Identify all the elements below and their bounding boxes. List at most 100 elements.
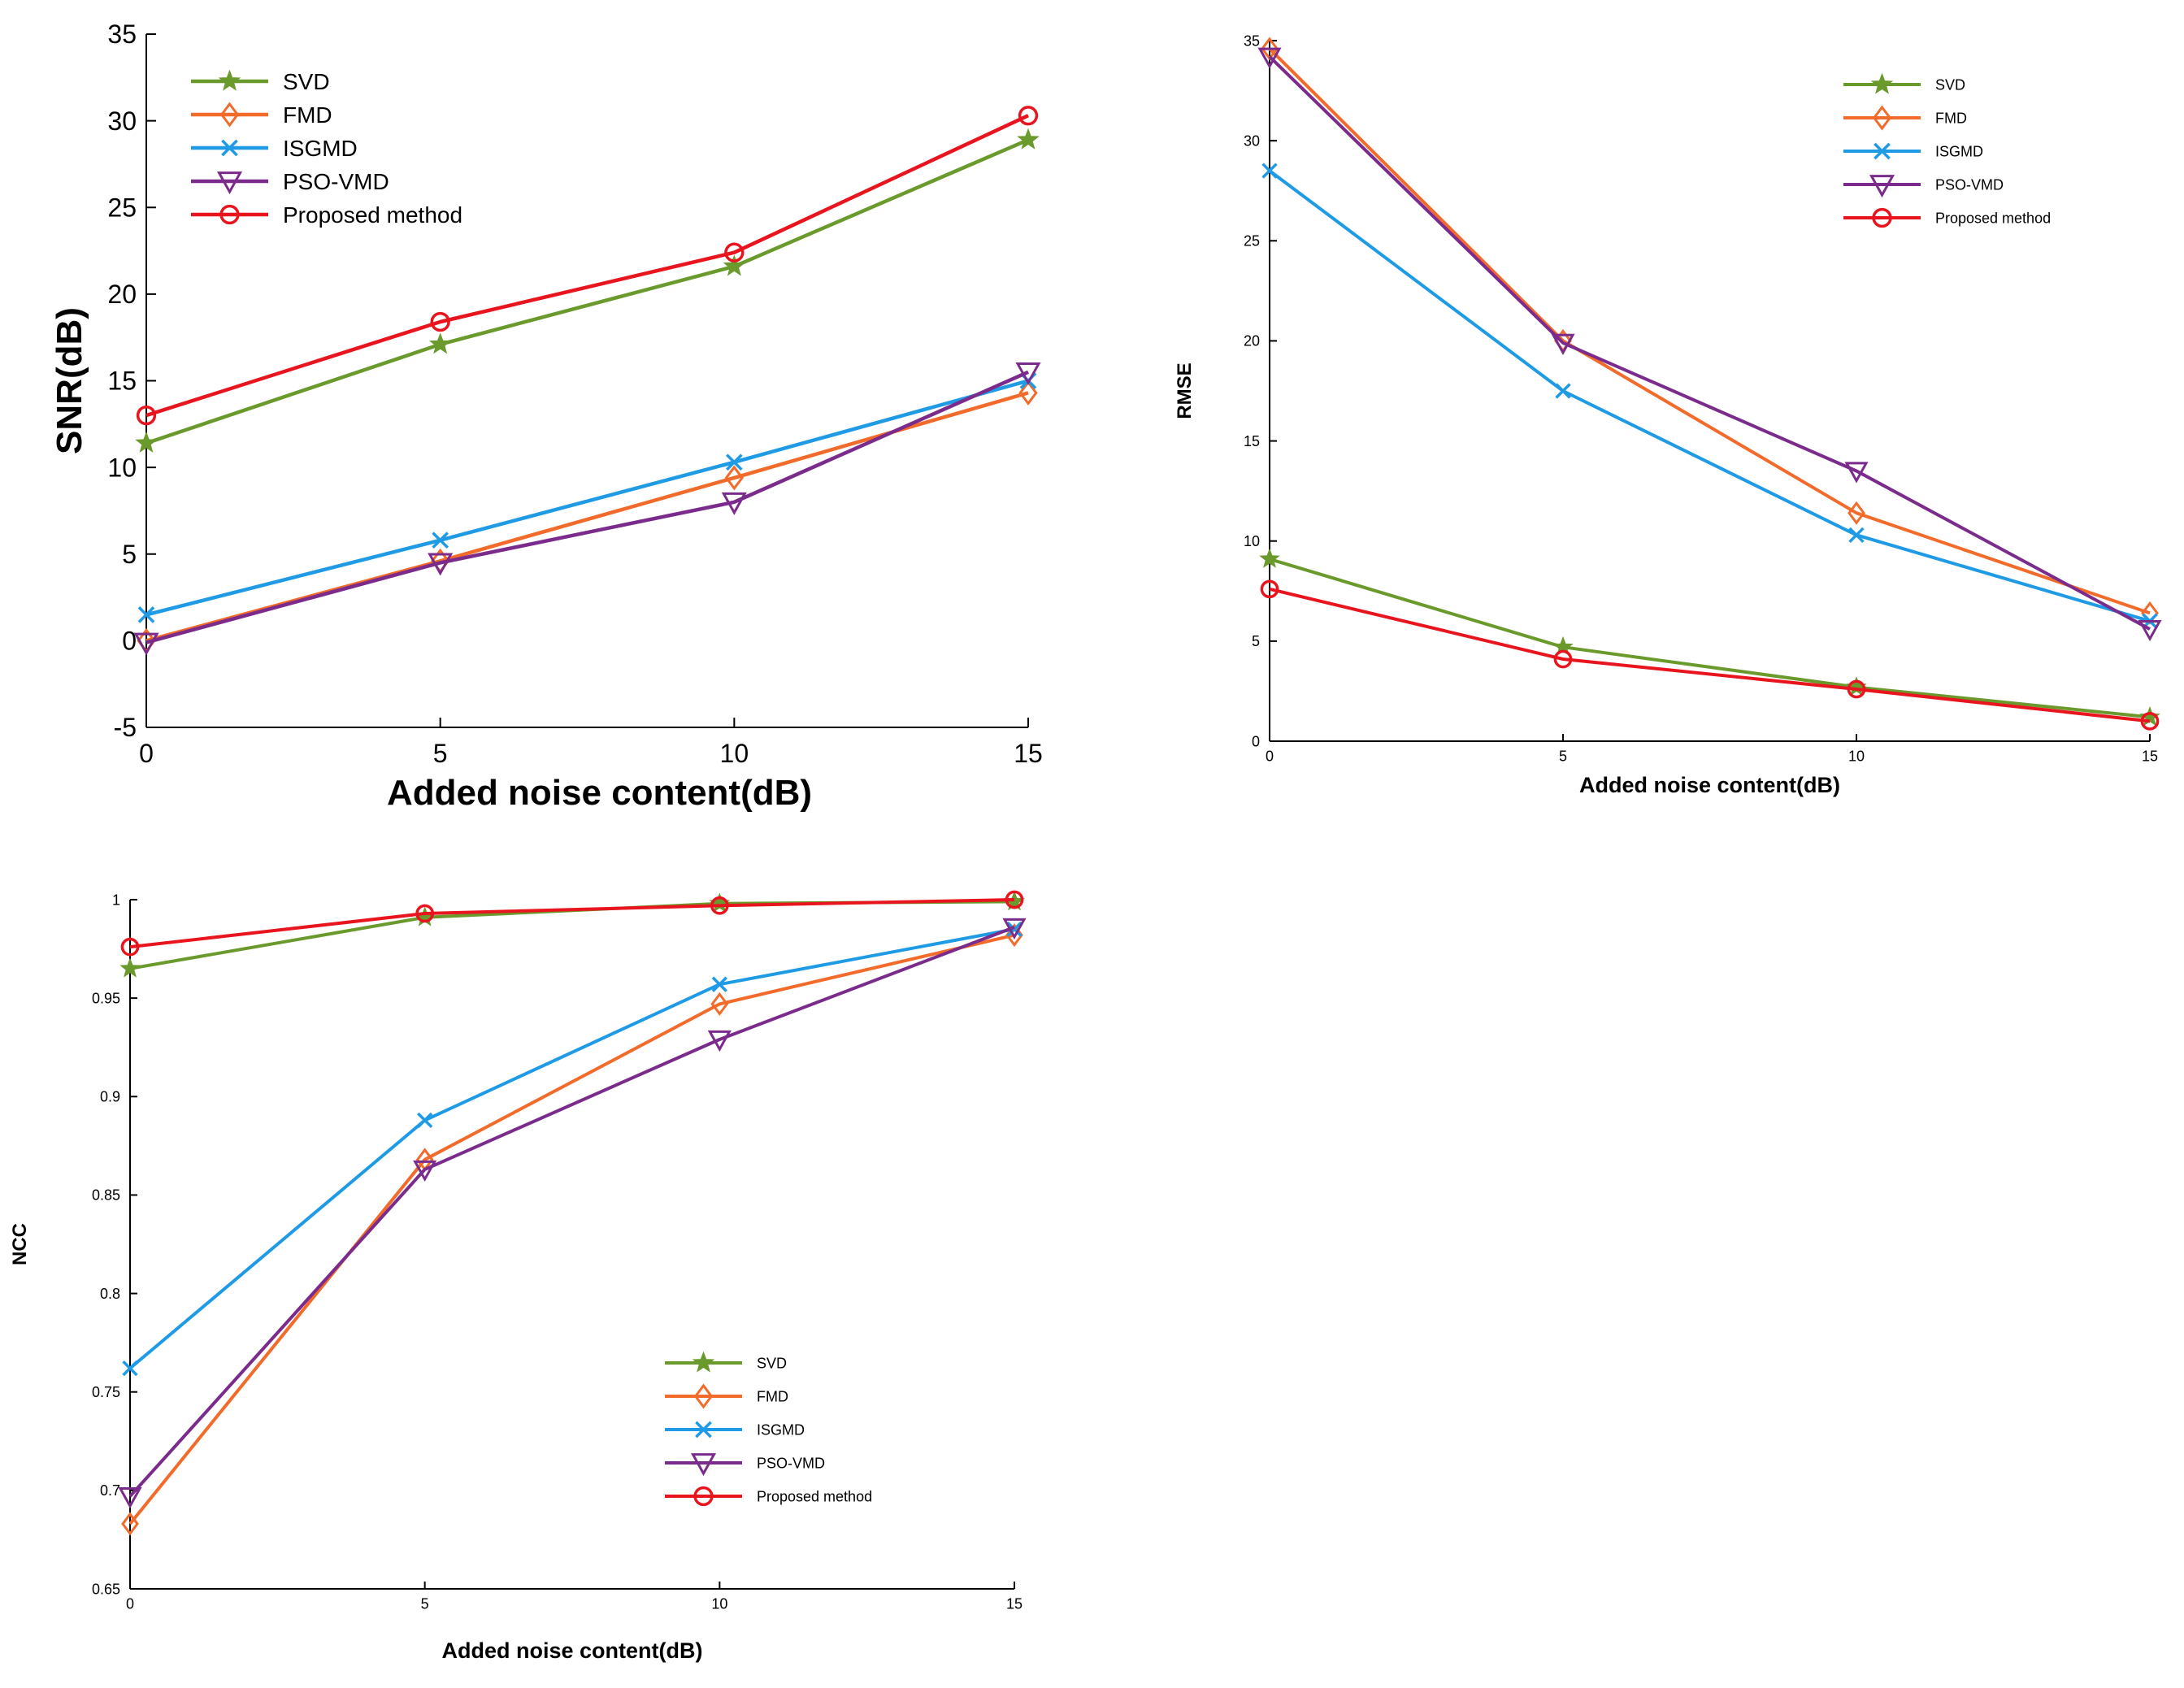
data-point bbox=[122, 1360, 138, 1377]
data-point bbox=[428, 553, 454, 576]
legend-marker bbox=[219, 102, 240, 128]
legend-label: ISGMD bbox=[1935, 143, 1983, 159]
legend-marker bbox=[1874, 142, 1891, 160]
data-point bbox=[1260, 579, 1279, 599]
y-tick-label: 0.95 bbox=[92, 990, 120, 1006]
data-point bbox=[1018, 106, 1039, 126]
series-line-pso-vmd bbox=[145, 370, 1029, 644]
legend: SVD FMD ISGMD PSO-VMD Proposed method bbox=[665, 1351, 872, 1507]
data-point bbox=[2138, 619, 2162, 642]
data-point bbox=[1005, 923, 1023, 948]
x-tick-label: 15 bbox=[2142, 748, 2158, 764]
data-point bbox=[1848, 527, 1865, 543]
data-point bbox=[1005, 890, 1024, 909]
legend-label: SVD bbox=[757, 1355, 787, 1371]
series-line-pso-vmd bbox=[1268, 55, 2151, 631]
data-point bbox=[723, 254, 746, 276]
y-tick-label: 0 bbox=[122, 627, 137, 656]
data-point bbox=[135, 431, 158, 453]
x-tick-label: 10 bbox=[1848, 748, 1865, 764]
x-tick-label: 10 bbox=[711, 1595, 727, 1612]
x-tick-label: 10 bbox=[720, 739, 749, 768]
y-axis-label: SNR(dB) bbox=[50, 307, 89, 454]
x-axis-label: Added noise content(dB) bbox=[1579, 773, 1840, 797]
data-point bbox=[120, 937, 140, 957]
legend-label: FMD bbox=[1935, 110, 1967, 126]
data-point bbox=[1006, 921, 1023, 937]
y-tick-label: 0.65 bbox=[92, 1581, 120, 1597]
data-point bbox=[711, 976, 727, 992]
legend-marker bbox=[1869, 175, 1895, 198]
y-tick-label: 10 bbox=[107, 453, 137, 482]
x-axis-label: Added noise content(dB) bbox=[442, 1638, 703, 1663]
data-point bbox=[710, 992, 729, 1016]
data-point bbox=[417, 1112, 433, 1128]
series-line-svd bbox=[145, 138, 1029, 445]
y-tick-label: -5 bbox=[114, 713, 137, 742]
data-point bbox=[710, 896, 729, 915]
legend-marker bbox=[693, 1383, 714, 1409]
x-tick-label: 0 bbox=[126, 1595, 134, 1612]
x-tick-label: 15 bbox=[1014, 739, 1043, 768]
y-tick-label: 25 bbox=[107, 193, 137, 222]
data-point bbox=[721, 492, 747, 515]
data-point bbox=[724, 465, 744, 491]
legend-marker bbox=[695, 1421, 712, 1438]
series-line-fmd bbox=[128, 933, 1015, 1525]
data-point bbox=[137, 606, 155, 623]
legend-label: SVD bbox=[283, 69, 330, 94]
legend-label: Proposed method bbox=[757, 1488, 872, 1504]
legend: SVD FMD ISGMD PSO-VMD Proposed method bbox=[191, 69, 462, 228]
y-axis-label: NCC bbox=[9, 1223, 31, 1265]
y-tick-label: 5 bbox=[1252, 633, 1260, 649]
series-line-pso-vmd bbox=[128, 926, 1015, 1498]
data-point bbox=[432, 532, 449, 549]
x-tick-label: 5 bbox=[433, 739, 448, 768]
data-point bbox=[1015, 362, 1041, 385]
legend-label: SVD bbox=[1935, 76, 1965, 93]
legend-marker bbox=[692, 1351, 715, 1373]
data-point bbox=[428, 332, 452, 354]
y-tick-label: 0.75 bbox=[92, 1384, 120, 1400]
y-tick-label: 20 bbox=[107, 280, 137, 309]
series-line-fmd bbox=[1268, 47, 2151, 615]
data-point bbox=[121, 1512, 139, 1536]
y-tick-label: 10 bbox=[1244, 533, 1260, 549]
data-point bbox=[1257, 47, 1282, 69]
series-line-proposed-method bbox=[145, 114, 1029, 418]
y-tick-label: 35 bbox=[1244, 33, 1260, 49]
legend-marker bbox=[219, 204, 240, 225]
x-axis-label: Added noise content(dB) bbox=[387, 773, 812, 813]
data-point bbox=[707, 1030, 732, 1052]
data-point bbox=[415, 904, 435, 923]
legend-marker bbox=[1872, 207, 1892, 228]
data-point bbox=[1259, 548, 1280, 568]
legend-label: PSO-VMD bbox=[1935, 176, 2004, 193]
data-point bbox=[1847, 679, 1866, 699]
data-point bbox=[413, 1160, 437, 1182]
legend-marker bbox=[221, 139, 238, 157]
chart-rmse: 0 5 10 15 0 5 10 15 20 25 30 35 Added noise content(… bbox=[1174, 33, 2162, 797]
y-tick-label: 1 bbox=[112, 892, 120, 908]
data-point bbox=[724, 242, 745, 263]
y-tick-label: 30 bbox=[107, 106, 137, 136]
legend-label: FMD bbox=[757, 1388, 788, 1404]
chart-ncc: 0 5 10 15 0.65 0.7 0.75 0.8 0.85 0.9 0.95 1 Added no… bbox=[9, 890, 1027, 1663]
x-tick-label: 15 bbox=[1006, 1595, 1023, 1612]
data-point bbox=[1847, 501, 1865, 525]
legend-marker bbox=[1872, 105, 1892, 131]
data-point bbox=[430, 311, 450, 332]
legend-marker bbox=[218, 69, 241, 91]
legend: SVD FMD ISGMD PSO-VMD Proposed method bbox=[1843, 72, 2051, 228]
legend-label: PSO-VMD bbox=[283, 169, 389, 194]
y-tick-label: 0.9 bbox=[100, 1089, 120, 1105]
y-tick-label: 0.85 bbox=[92, 1187, 120, 1204]
y-tick-label: 35 bbox=[107, 20, 137, 49]
data-point bbox=[2140, 712, 2160, 731]
legend-marker bbox=[216, 171, 243, 195]
legend-label: ISGMD bbox=[283, 136, 358, 161]
y-tick-label: 25 bbox=[1244, 233, 1260, 250]
data-point bbox=[1551, 333, 1575, 355]
